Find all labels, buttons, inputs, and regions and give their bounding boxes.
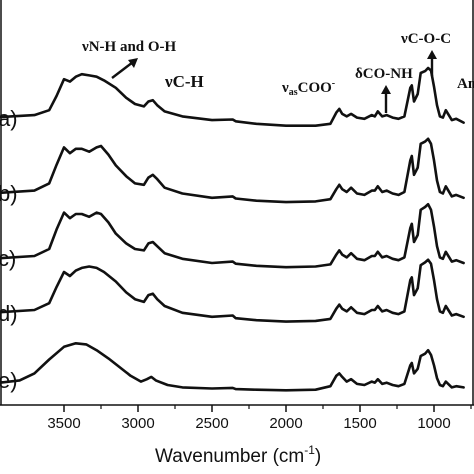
annotation-text: δCO-NH xyxy=(355,66,413,82)
annotation-arrowhead xyxy=(427,50,437,59)
annotation-coc: νC-O-C xyxy=(400,31,451,76)
trace-labels: a) b) c) d) e) xyxy=(0,106,18,393)
trace-label-2: b) xyxy=(0,181,18,206)
x-tick-label: 1500 xyxy=(343,415,376,432)
annotation-text: νC-H xyxy=(164,72,204,91)
x-axis-ticks: 3500 3000 2500 2000 1500 1000 xyxy=(47,405,472,432)
annotation-text: νC-O-C xyxy=(400,31,451,47)
x-axis-label: Wavenumber (cm-1) xyxy=(155,443,321,467)
trace-label-1: a) xyxy=(0,106,18,131)
x-tick-label: 1000 xyxy=(417,415,450,432)
x-tick-label: 2000 xyxy=(269,415,302,432)
spectrum-trace-1 xyxy=(0,66,465,127)
annotation-co-nh: δCO-NH xyxy=(355,66,413,113)
annotation-text: νasCOO- xyxy=(281,78,335,98)
annotation-text: Am xyxy=(457,76,474,92)
spectrum-trace-2 xyxy=(0,137,465,204)
x-tick-label: 3500 xyxy=(47,415,80,432)
annotation-am: Am xyxy=(457,76,474,92)
annotation-arrowhead xyxy=(128,58,138,68)
trace-label-3: c) xyxy=(0,246,16,271)
annotation-coo: νasCOO- xyxy=(281,78,335,98)
trace-label-5: e) xyxy=(0,368,18,393)
spectrum-trace-3 xyxy=(0,202,465,269)
spectra-traces xyxy=(0,66,465,392)
spectrum-trace-4 xyxy=(0,258,465,323)
x-tick-label: 2500 xyxy=(195,415,228,432)
annotation-ch: νC-H xyxy=(164,72,204,91)
annotation-arrowhead xyxy=(381,85,391,94)
annotation-arrow xyxy=(111,61,134,79)
spectrum-trace-5 xyxy=(0,342,465,392)
trace-label-4: d) xyxy=(0,301,18,326)
annotation-text: νN-H and O-H xyxy=(81,39,177,55)
plot-area xyxy=(0,0,474,406)
x-tick-label: 3000 xyxy=(121,415,154,432)
annotation-nh-oh: νN-H and O-H xyxy=(81,39,177,79)
